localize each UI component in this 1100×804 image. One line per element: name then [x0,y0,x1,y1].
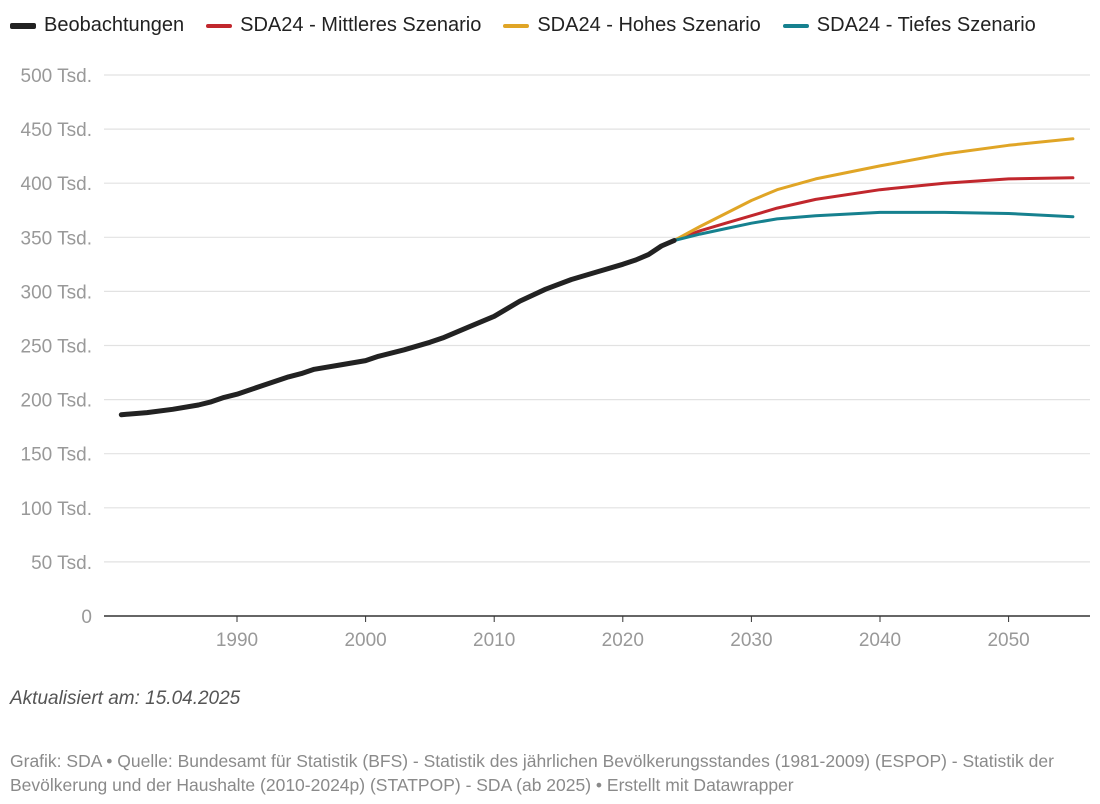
y-tick-label: 100 Tsd. [21,499,92,520]
series-line-2 [672,137,1075,242]
x-tick-label: 1990 [216,630,258,651]
series-line-3 [672,210,1075,242]
y-tick-label: 300 Tsd. [21,282,92,303]
x-tick-label: 2010 [473,630,515,651]
updated-note: Aktualisiert am: 15.04.2025 [10,688,241,709]
line-chart: 0 50 Tsd. 100 Tsd. 150 Tsd. 200 Tsd. 250 Tsd.… [21,66,1090,651]
y-tick-label: 400 Tsd. [21,174,92,195]
x-tick-label: 2000 [344,630,386,651]
y-tick-label: 350 Tsd. [21,228,92,249]
series-line-0 [118,238,677,418]
y-tick-label: 500 Tsd. [21,66,92,87]
legend-item: SDA24 - Mittleres Szenario [206,14,481,37]
legend-label: SDA24 - Tiefes Szenario [816,14,1036,36]
legend-item: Beobachtungen [10,14,184,37]
x-tick-label: 2020 [602,630,644,651]
x-tick-label: 2040 [859,630,901,651]
legend-label: Beobachtungen [44,14,185,36]
legend: Beobachtungen SDA24 - Mittleres Szenario S… [10,14,1036,37]
source-note: Grafik: SDA • Quelle: Bundesamt für Stat… [10,751,1054,795]
series-line-1 [672,176,1075,242]
y-tick-label: 0 [81,607,92,628]
legend-item: SDA24 - Tiefes Szenario [782,14,1036,37]
legend-label: SDA24 - Mittleres Szenario [240,14,482,36]
x-tick-label: 2050 [987,630,1029,651]
legend-item: SDA24 - Hohes Szenario [503,14,761,37]
y-tick-label: 450 Tsd. [21,120,92,141]
x-tick-label: 2030 [730,630,772,651]
y-tick-label: 150 Tsd. [21,445,92,466]
legend-swatch [10,22,36,29]
y-tick-label: 250 Tsd. [21,337,92,358]
legend-swatch [782,23,809,28]
y-tick-label: 200 Tsd. [21,391,92,412]
legend-label: SDA24 - Hohes Szenario [537,14,761,36]
y-tick-label: 50 Tsd. [31,553,92,574]
legend-swatch [503,23,530,28]
legend-swatch [206,23,233,28]
